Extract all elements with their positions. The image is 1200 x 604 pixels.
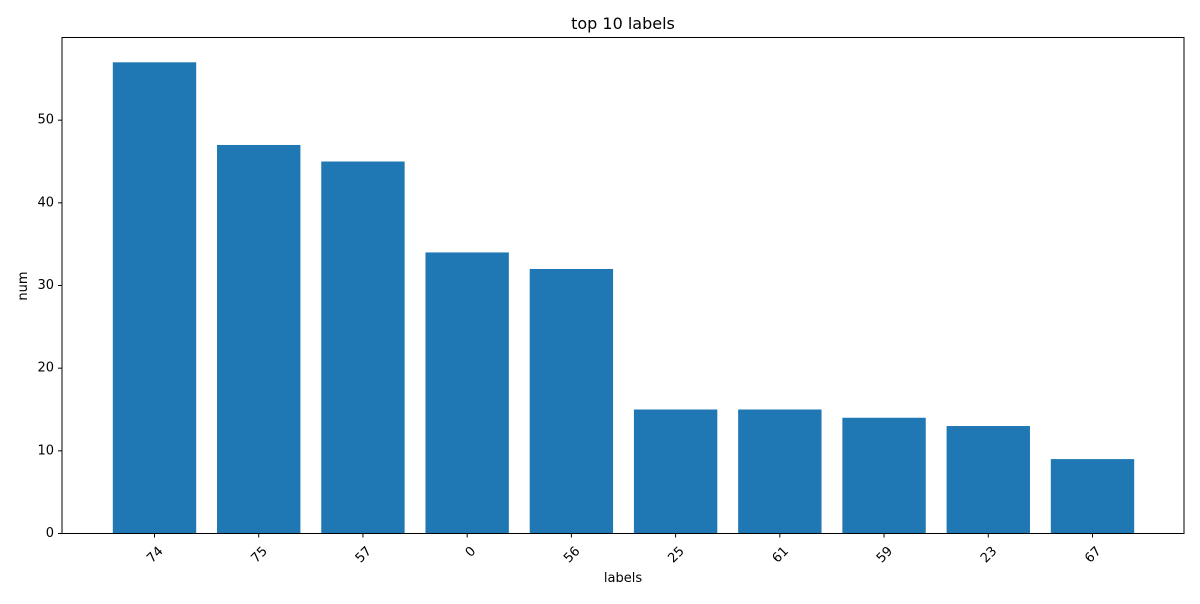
y-axis-label: num bbox=[16, 271, 31, 300]
y-tick-label: 40 bbox=[37, 195, 54, 210]
bar-61 bbox=[738, 409, 822, 534]
chart-title: top 10 labels bbox=[571, 14, 675, 33]
x-tick-label: 57 bbox=[353, 544, 375, 566]
bar-74 bbox=[112, 62, 197, 534]
y-tick-label: 50 bbox=[37, 113, 54, 128]
bar-59 bbox=[842, 417, 926, 534]
bar-0 bbox=[425, 252, 509, 534]
x-tick-label: 75 bbox=[248, 544, 270, 566]
bar-25 bbox=[633, 409, 718, 534]
x-tick-label: 61 bbox=[770, 544, 792, 566]
x-axis-label: labels bbox=[604, 571, 642, 586]
y-tick-label: 0 bbox=[46, 526, 54, 541]
x-tick-label: 0 bbox=[463, 544, 479, 560]
y-tick-label: 30 bbox=[37, 278, 54, 293]
bars-layer bbox=[112, 62, 1135, 534]
y-tick-label: 20 bbox=[37, 361, 54, 376]
y-axis: 0 10 20 30 40 50 bbox=[37, 113, 62, 541]
y-tick-label: 10 bbox=[37, 443, 54, 458]
bar-75 bbox=[217, 144, 301, 534]
bar-23 bbox=[946, 426, 1030, 534]
bar-67 bbox=[1050, 459, 1135, 534]
bar-56 bbox=[529, 268, 614, 534]
plot-frame bbox=[61, 37, 1185, 534]
x-tick-label: 23 bbox=[978, 544, 1000, 566]
x-tick-label: 74 bbox=[144, 544, 166, 566]
x-tick-label: 59 bbox=[874, 544, 896, 566]
x-tick-label: 67 bbox=[1082, 544, 1104, 566]
x-tick-label: 56 bbox=[561, 544, 583, 566]
bar-57 bbox=[321, 161, 405, 534]
x-tick-label: 25 bbox=[665, 544, 687, 566]
x-axis: 74 75 57 0 56 25 61 59 23 67 bbox=[144, 533, 1105, 566]
